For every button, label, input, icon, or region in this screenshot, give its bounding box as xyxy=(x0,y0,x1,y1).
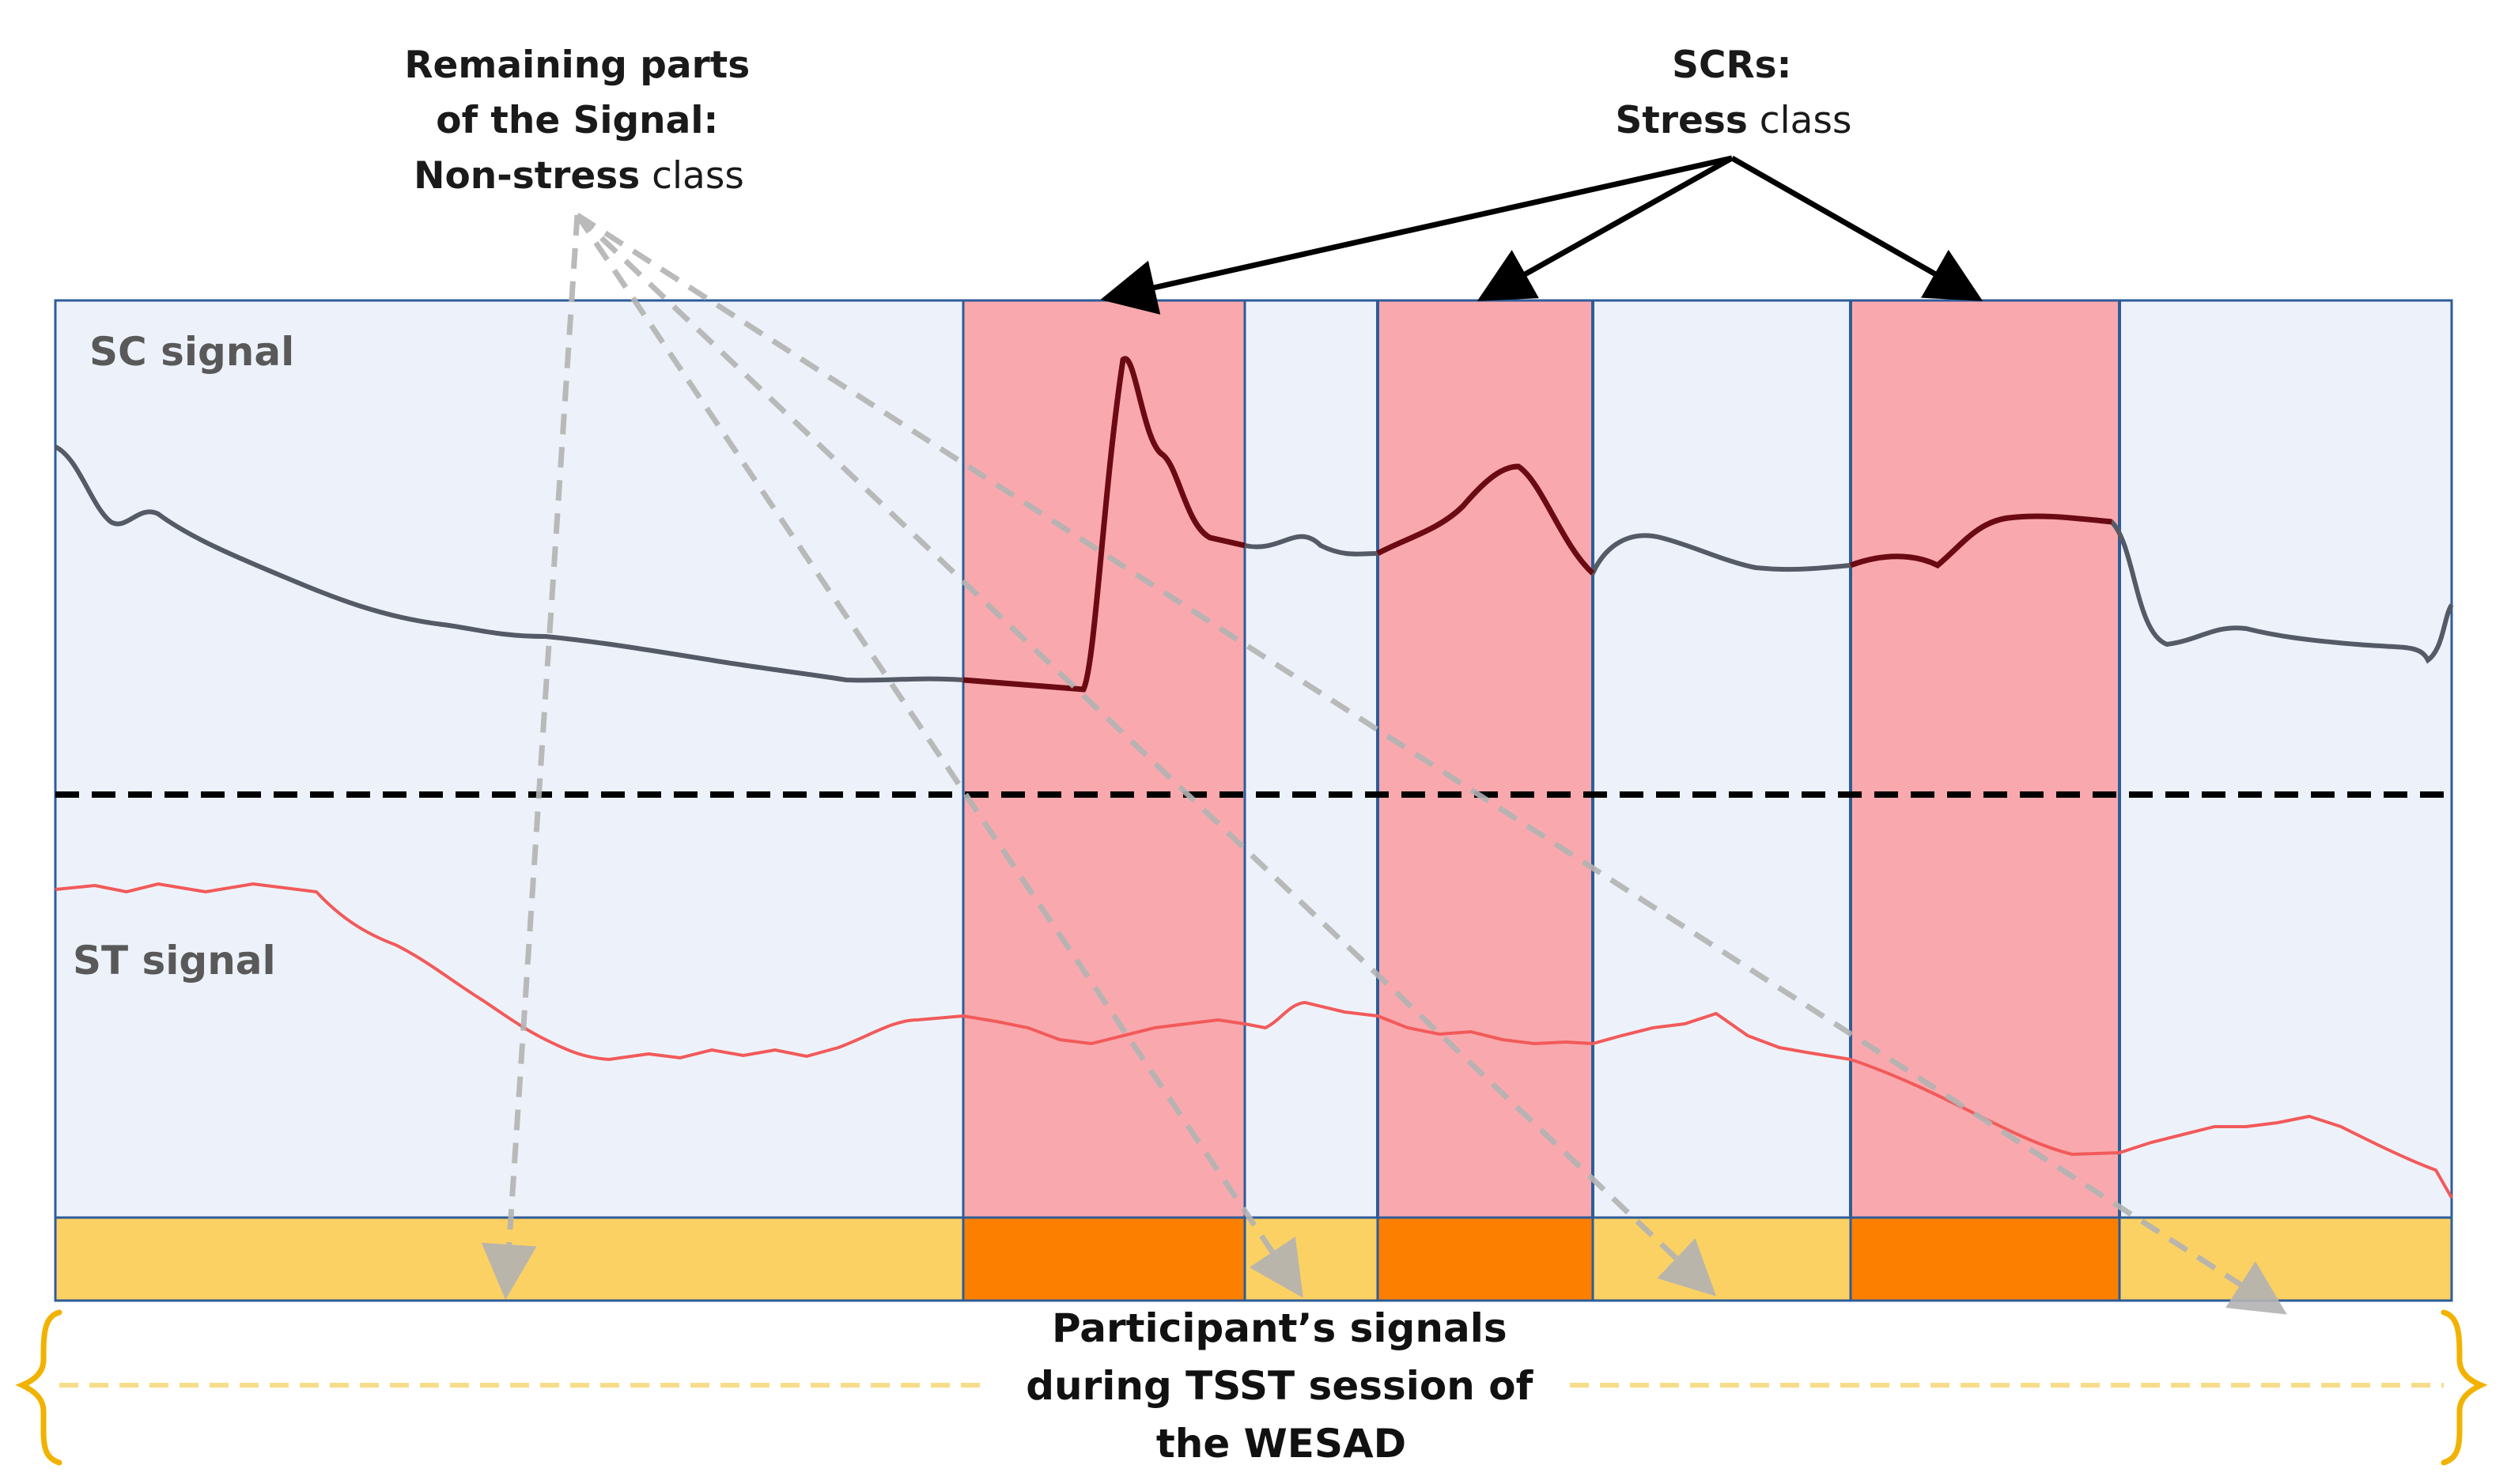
stress-window-3 xyxy=(1849,299,2121,1219)
stress-arrows xyxy=(1100,155,1983,315)
nonstress-annotation: Remaining parts of the Signal: Non-stres… xyxy=(404,43,753,198)
stress-bar-1 xyxy=(962,1216,1246,1302)
stress-window-2 xyxy=(1376,299,1594,1219)
nonstress-bar-4 xyxy=(2118,1216,2453,1302)
stress-window-1 xyxy=(962,299,1246,1219)
st-signal-line xyxy=(55,882,2453,1199)
curly-brace-icon xyxy=(15,1309,2488,1466)
stress-annotation: SCRs: Stress class xyxy=(1616,43,1852,142)
nonstress-arrows xyxy=(481,213,2287,1315)
stress-bar-2 xyxy=(1376,1216,1594,1302)
sc-signal-stress-2 xyxy=(1376,463,1595,576)
arrow-icon xyxy=(575,213,1303,1298)
stress-bar-3 xyxy=(1849,1216,2121,1302)
arrow-icon xyxy=(1477,155,1734,301)
arrow-icon xyxy=(1100,155,1733,315)
st-signal-label: ST signal xyxy=(73,938,276,984)
sc-signal-stress-1 xyxy=(962,356,1246,693)
arrow-icon xyxy=(1730,155,1983,301)
arrow-icon xyxy=(575,213,1717,1297)
nonstress-bar-3 xyxy=(1591,1216,1852,1302)
nonstress-bar-2 xyxy=(1243,1216,1379,1302)
sc-signal-label: SC signal xyxy=(89,329,294,375)
arrow-icon xyxy=(576,213,2287,1315)
sc-signal-line xyxy=(54,356,2454,693)
session-caption: Participant’s signals during TSST sessio… xyxy=(1026,1305,1537,1467)
sc-signal-stress-3 xyxy=(1849,513,2112,569)
arrow-icon xyxy=(481,214,580,1300)
